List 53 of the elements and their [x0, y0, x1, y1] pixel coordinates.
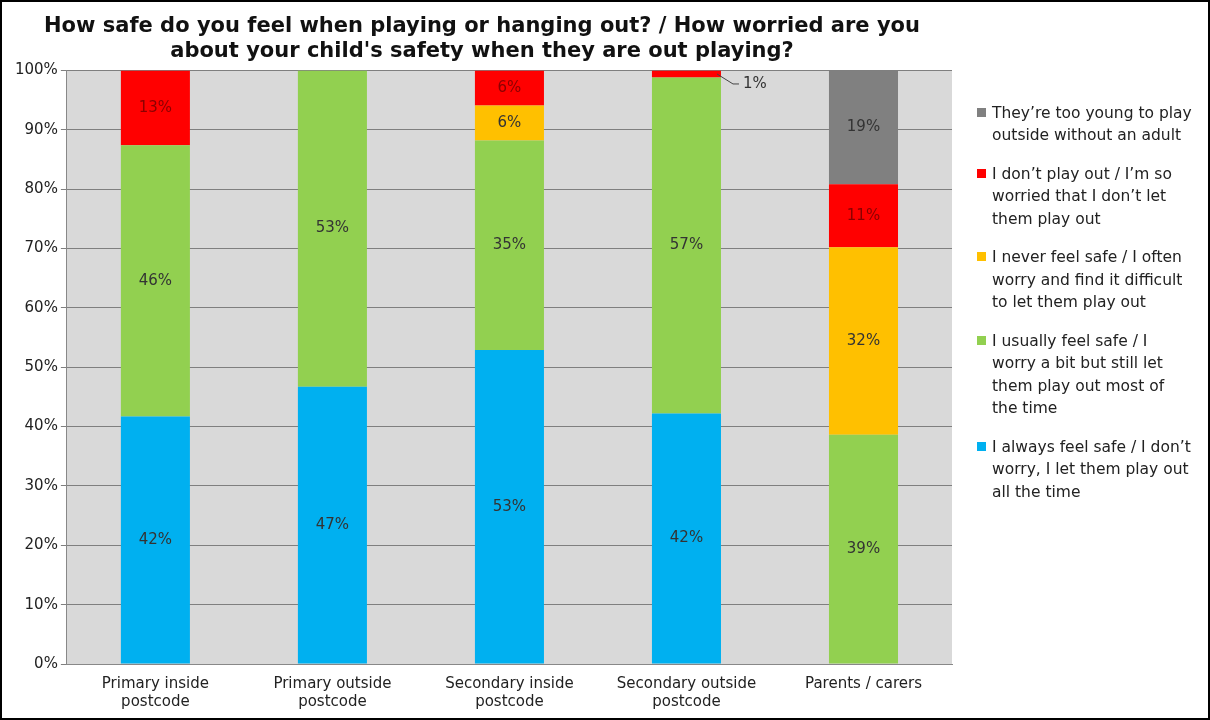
bar [120, 145, 190, 417]
y-tick-label: 60% [24, 297, 58, 316]
y-tick-label: 0% [34, 653, 58, 672]
legend-label: They’re too young to play outside without an adult [992, 103, 1192, 147]
data-label: 42% [138, 529, 173, 548]
legend-label: I never feel safe / I often worry and find it difficult to let them play out [992, 247, 1184, 314]
data-label: 57% [669, 235, 704, 254]
y-tick-label: 100% [14, 60, 58, 79]
bar [828, 434, 899, 664]
x-tick-label: Primary inside postcode [101, 673, 209, 710]
y-tick-label: 20% [24, 535, 58, 554]
bar [474, 70, 544, 106]
bar [297, 70, 367, 387]
y-tick-label: 70% [24, 238, 58, 257]
bar [474, 105, 544, 141]
bar [651, 70, 721, 78]
bar [651, 77, 721, 414]
y-tick-label: 30% [24, 475, 58, 494]
x-tick-label: Secondary outside postcode [616, 673, 757, 710]
bar [651, 413, 721, 664]
y-tick-label: 50% [24, 357, 58, 376]
y-tick-label: 40% [24, 416, 58, 435]
data-label: 19% [846, 117, 881, 136]
data-label: 42% [669, 528, 704, 547]
y-tick-label: 80% [24, 179, 58, 198]
bar [474, 349, 544, 664]
chart-title: How safe do you feel when playing or hanging out? / How worried are you about your child's safety when they are out playing? [44, 13, 920, 63]
bar [297, 386, 367, 664]
data-label: 53% [315, 218, 350, 237]
data-label: 6% [497, 112, 522, 131]
data-label: 46% [138, 270, 173, 289]
data-label: 53% [492, 496, 527, 515]
data-label: 13% [138, 97, 173, 116]
bar [828, 184, 899, 248]
bar [120, 416, 190, 664]
x-tick-label: Parents / carers [805, 673, 923, 692]
legend-label: I always feel safe / I don’t worry, I let them play out all the time [992, 436, 1192, 503]
x-tick-label: Primary outside postcode [273, 673, 392, 710]
bar [120, 70, 190, 146]
data-label: 6% [497, 77, 522, 96]
data-label: 35% [492, 235, 527, 254]
bar [828, 247, 899, 435]
x-tick-label: Secondary inside postcode [445, 673, 574, 710]
legend-label: I don’t play out / I’m so worried that I don’t let them play out [992, 163, 1173, 230]
legend-label: I usually feel safe / I worry a bit but still let them play out most of the time [992, 330, 1166, 420]
data-label: 11% [846, 205, 881, 224]
data-label: 47% [315, 515, 350, 534]
y-tick-label: 10% [24, 594, 58, 613]
y-tick-label: 90% [24, 119, 58, 138]
bar [474, 140, 544, 350]
data-label: 39% [846, 539, 881, 558]
data-label: 32% [846, 330, 881, 349]
data-label: 1% [742, 73, 767, 92]
